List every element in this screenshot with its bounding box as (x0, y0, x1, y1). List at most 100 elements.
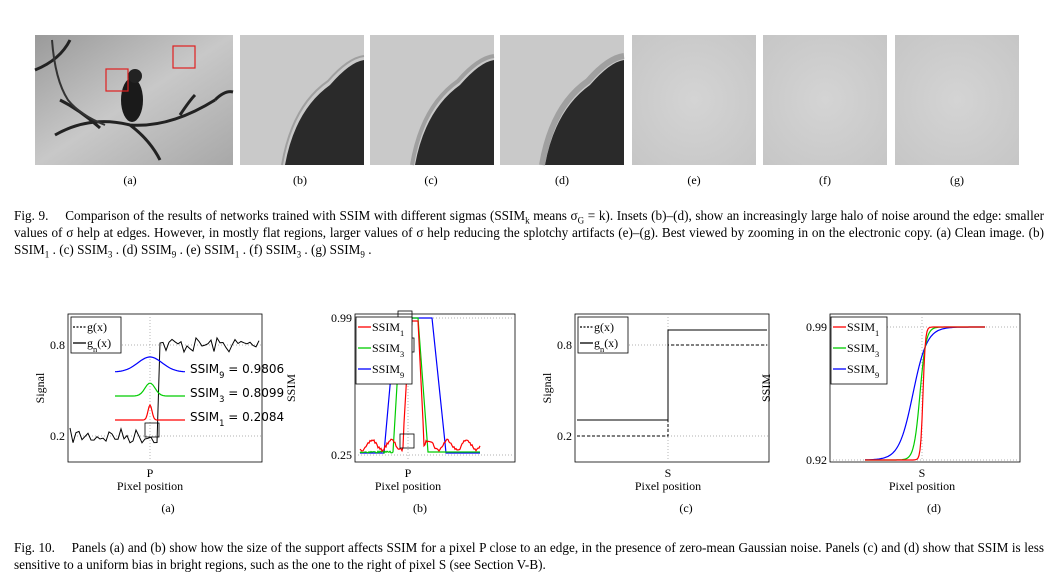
subscript: n (600, 345, 605, 354)
panel-label: (g) (950, 173, 964, 187)
curve (359, 317, 480, 455)
legend-box (70, 316, 122, 354)
inset-edge (285, 60, 364, 165)
curve (115, 382, 185, 397)
panel-label: (a) (123, 173, 136, 187)
plot-frame (829, 313, 1021, 463)
x-tick-label: P (405, 466, 412, 480)
text-run: = 0.2084 (224, 410, 284, 424)
legend-entry: gn(x) (594, 336, 618, 354)
panel-label: (f) (819, 173, 831, 187)
panel-label: (d) (927, 501, 941, 515)
subscript: 1 (44, 249, 50, 260)
legend-box (577, 316, 629, 354)
legend-entry: SSIM3 (372, 341, 404, 359)
inset-halo (410, 54, 495, 166)
panel-label: (c) (424, 173, 437, 187)
subscript: 1 (875, 329, 879, 338)
legend-entry: g(x) (594, 320, 614, 334)
y-tick-label: 0.99 (806, 320, 827, 334)
y-tick-label: 0.2 (557, 429, 572, 443)
subscript: 3 (296, 249, 302, 260)
text-run: Fig. 9. Comparison of the results of net… (14, 208, 526, 223)
y-axis-label: Signal (33, 372, 47, 403)
x-tick-label: S (665, 466, 672, 480)
x-axis-label: Pixel position (117, 479, 183, 493)
curve (865, 326, 985, 461)
panel-label: (a) (161, 501, 174, 515)
text-run: SSIM (847, 362, 875, 376)
subscript: 1 (219, 418, 224, 428)
x-tick-label: S (919, 466, 926, 480)
curve (359, 320, 481, 453)
legend-box (355, 316, 413, 385)
text-run: = 0.9806 (224, 362, 284, 376)
text-run: Fig. 10. Panels (a) and (b) show how the… (14, 540, 1044, 572)
curve (69, 336, 260, 444)
inset-image (895, 35, 1019, 165)
text-run: SSIM (190, 410, 219, 424)
highlight-box (399, 433, 415, 449)
text-run: SSIM (190, 386, 219, 400)
curve (114, 356, 186, 373)
legend-entry: gn(x) (87, 336, 111, 354)
y-axis-label: SSIM (759, 374, 773, 402)
subscript: 3 (107, 249, 113, 260)
highlight-box (144, 422, 160, 438)
subscript: n (93, 345, 98, 354)
subscript: G (577, 215, 585, 226)
subscript: 9 (219, 370, 224, 380)
panel-label: (d) (555, 173, 569, 187)
panel-label: (e) (687, 173, 700, 187)
text-run: SSIM (847, 320, 875, 334)
legend-entry: SSIM9 (847, 362, 879, 380)
inset-halo (539, 53, 625, 166)
subscript: 1 (234, 249, 240, 260)
subscript: 9 (400, 371, 404, 380)
text-run: g (87, 336, 93, 350)
legend-entry: SSIM1 (372, 320, 404, 338)
text-run: . (d) SSIM (112, 242, 172, 257)
inset-image (763, 35, 887, 165)
y-tick-label: 0.92 (806, 453, 827, 467)
panel-label: (b) (293, 173, 307, 187)
subscript: 3 (400, 350, 404, 359)
subscript: 9 (360, 249, 365, 260)
annotation: SSIM1 = 0.2084 (190, 410, 284, 428)
y-tick-label: 0.2 (50, 429, 65, 443)
curve (360, 317, 480, 454)
text-run: g(x) (594, 320, 614, 334)
text-run: (x) (604, 336, 618, 350)
text-run: means σ (529, 208, 578, 223)
curve (115, 403, 185, 421)
plot-frame (574, 313, 770, 463)
figure-10-caption: Fig. 10. Panels (a) and (b) show how the… (14, 539, 1044, 573)
subscript: 9 (875, 371, 879, 380)
plot-frame (354, 313, 516, 463)
legend-entry: SSIM3 (847, 341, 879, 359)
subscript: k (525, 215, 530, 226)
annotation: SSIM3 = 0.8099 (190, 386, 284, 404)
text-run: . (g) SSIM (301, 242, 361, 257)
legend-entry: g(x) (87, 320, 107, 334)
image-clean (34, 35, 234, 165)
text-run: SSIM (372, 320, 400, 334)
inset-image (632, 35, 756, 165)
x-axis-label: Pixel position (375, 479, 441, 493)
text-run: SSIM (847, 341, 875, 355)
subscript: 9 (171, 249, 177, 260)
plot-frame (67, 313, 263, 463)
subscript: 3 (219, 394, 224, 404)
text-run: . (e) SSIM (176, 242, 235, 257)
text-run: SSIM (190, 362, 219, 376)
y-tick-label: 0.99 (331, 311, 352, 325)
panel-label: (c) (679, 501, 692, 515)
x-axis-label: Pixel position (635, 479, 701, 493)
y-tick-label: 0.8 (50, 338, 65, 352)
text-run: . (364, 242, 372, 257)
legend-entry: SSIM9 (372, 362, 404, 380)
annotation: SSIM9 = 0.9806 (190, 362, 284, 380)
legend-entry: SSIM1 (847, 320, 879, 338)
y-axis-label: Signal (540, 372, 554, 403)
